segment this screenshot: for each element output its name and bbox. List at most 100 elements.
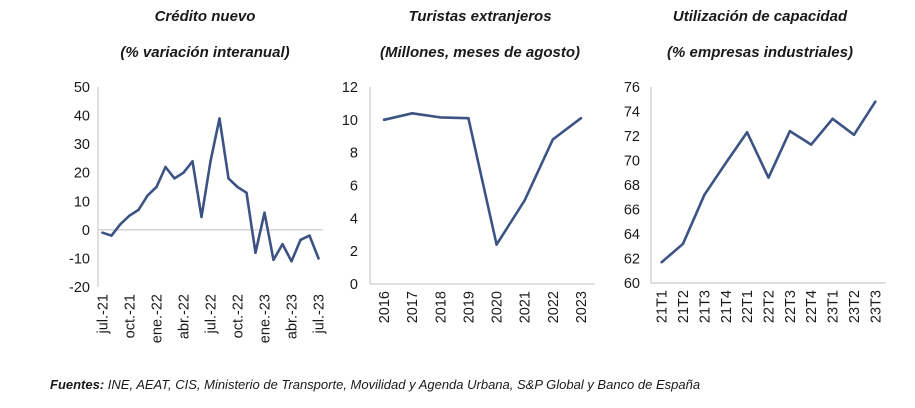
chart3-data-point — [724, 161, 727, 165]
chart1-x-tick-label: jul.-22 — [204, 294, 220, 335]
chart1-data-point — [245, 191, 248, 194]
chart3-data-point — [767, 176, 770, 179]
chart1-series-line — [101, 117, 320, 263]
chart3-data-point — [810, 143, 813, 146]
chart1-y-tick-label: -20 — [69, 280, 90, 296]
sources-label: Fuentes: — [50, 377, 105, 392]
chart2-data-point — [439, 116, 442, 119]
chart3-y-tick-label: 70 — [624, 154, 640, 170]
chart1-y-tick-label: 50 — [74, 80, 90, 96]
chart1-x-tick-label: oct.-21 — [123, 294, 139, 338]
chart3-x-tick-label: 23T2 — [847, 290, 863, 323]
chart1-data-point — [236, 185, 239, 189]
chart1-data-point — [200, 215, 203, 219]
chart1-x-tick-label: abr.-22 — [177, 294, 193, 339]
chart3-x-tick-label: 22T3 — [783, 290, 799, 323]
chart2-x-tick-label: 2022 — [546, 291, 562, 323]
chart2-y-tick-label: 2 — [350, 244, 358, 260]
chart1-data-point — [263, 211, 266, 214]
chart1-data-point — [137, 208, 140, 212]
chart2-y-tick-label: 10 — [342, 113, 358, 129]
chart3-y-tick-label: 74 — [624, 105, 640, 121]
chart3-x-tick-label: 22T1 — [740, 290, 756, 323]
chart1-x-tick-label: oct.-22 — [231, 294, 247, 338]
chart3-x-tick-label: 21T3 — [697, 290, 713, 323]
chart3-x-tick-label: 23T1 — [826, 290, 842, 323]
chart1-x-tick-label: ene.-22 — [150, 294, 166, 343]
chart3-subtitle: (% empresas industriales) — [667, 44, 853, 61]
chart2-data-point — [579, 116, 583, 120]
chart1-data-point — [227, 177, 230, 180]
chart1-data-point — [299, 238, 302, 242]
chart2-data-point — [382, 118, 386, 122]
chart1-y-tick-label: 20 — [74, 166, 90, 182]
chart3-data-point — [681, 242, 685, 245]
chart2-subtitle: (Millones, meses de agosto) — [379, 44, 581, 61]
chart3-data-point — [874, 100, 877, 103]
chart3-y-tick-label: 60 — [624, 276, 640, 292]
chart3-x-tick-label: 23T3 — [868, 290, 884, 323]
chart1-data-point — [173, 177, 176, 180]
chart2-y-tick-label: 4 — [350, 211, 358, 227]
chart2-x-tick-label: 2019 — [461, 291, 477, 323]
chart2-title: Turistas extranjeros — [408, 8, 552, 25]
chart1-x-tick-label: ene.-23 — [258, 294, 274, 343]
chart1-data-point — [110, 234, 113, 237]
chart2-data-point — [495, 243, 498, 246]
chart2-x-tick-label: 2017 — [405, 291, 421, 323]
chart1-data-point — [290, 260, 293, 263]
chart1-data-point — [191, 160, 194, 163]
chart1-data-point — [128, 214, 131, 217]
chart1-y-tick-label: 40 — [74, 109, 90, 125]
chart3-series-line — [660, 100, 877, 264]
chart2-series-line — [382, 112, 583, 246]
chart3-x-tick-label: 22T2 — [762, 290, 778, 323]
chart1-data-point — [218, 117, 221, 120]
chart2-x-tick-label: 2016 — [377, 291, 393, 323]
sources-text: INE, AEAT, CIS, Ministerio de Transporte… — [104, 377, 701, 392]
chart1-data-point — [209, 160, 212, 163]
chart3-y-tick-label: 62 — [624, 252, 640, 268]
chart1-data-point — [146, 194, 149, 197]
chart1-data-point — [182, 171, 185, 174]
chart2-data-point — [467, 116, 470, 120]
chart1-x-tick-label: jul.-23 — [312, 294, 328, 335]
chart1-data-point — [101, 231, 104, 234]
chart2-y-tick-label: 12 — [342, 80, 358, 96]
chart2-y-tick-label: 0 — [350, 277, 358, 293]
chart1-subtitle: (% variación interanual) — [120, 44, 290, 61]
chart1-data-point — [272, 258, 275, 262]
chart1-y-tick-label: 10 — [74, 194, 90, 210]
chart2-x-tick-label: 2021 — [518, 291, 534, 323]
chart3-x-tick-label: 21T1 — [655, 290, 671, 323]
chart1-data-point — [119, 222, 122, 226]
chart3-data-point — [660, 260, 663, 264]
chart1-title: Crédito nuevo — [154, 8, 256, 25]
chart3-y-tick-label: 72 — [624, 129, 640, 145]
chart1-data-point — [308, 234, 311, 237]
chart1-y-tick-label: 0 — [82, 223, 90, 239]
chart3-data-point — [831, 117, 834, 121]
chart1-y-tick-label: -10 — [69, 251, 90, 267]
chart1-data-point — [254, 251, 257, 254]
chart2-data-point — [410, 112, 414, 115]
chart3-y-tick-label: 66 — [624, 203, 640, 219]
chart2-data-point — [523, 199, 526, 202]
chart2-y-tick-label: 8 — [350, 146, 358, 162]
sources-note: Fuentes: INE, AEAT, CIS, Ministerio de T… — [50, 377, 700, 392]
chart2-y-tick-label: 6 — [350, 179, 358, 195]
chart3-y-tick-label: 64 — [624, 227, 640, 243]
chart1-y-tick-label: 30 — [74, 137, 90, 153]
chart3-data-point — [745, 131, 749, 134]
chart1-data-point — [317, 257, 320, 260]
chart1-x-tick-label: abr.-23 — [285, 294, 301, 339]
chart3-data-point — [852, 133, 856, 136]
chart3-x-tick-label: 21T2 — [676, 290, 692, 323]
chart3-x-tick-label: 22T4 — [804, 290, 820, 323]
chart1-data-point — [164, 165, 167, 169]
chart2-x-tick-label: 2020 — [490, 291, 506, 323]
chart3-x-tick-label: 21T4 — [719, 290, 735, 323]
chart3-y-tick-label: 76 — [624, 80, 640, 96]
chart1-data-point — [281, 242, 284, 246]
